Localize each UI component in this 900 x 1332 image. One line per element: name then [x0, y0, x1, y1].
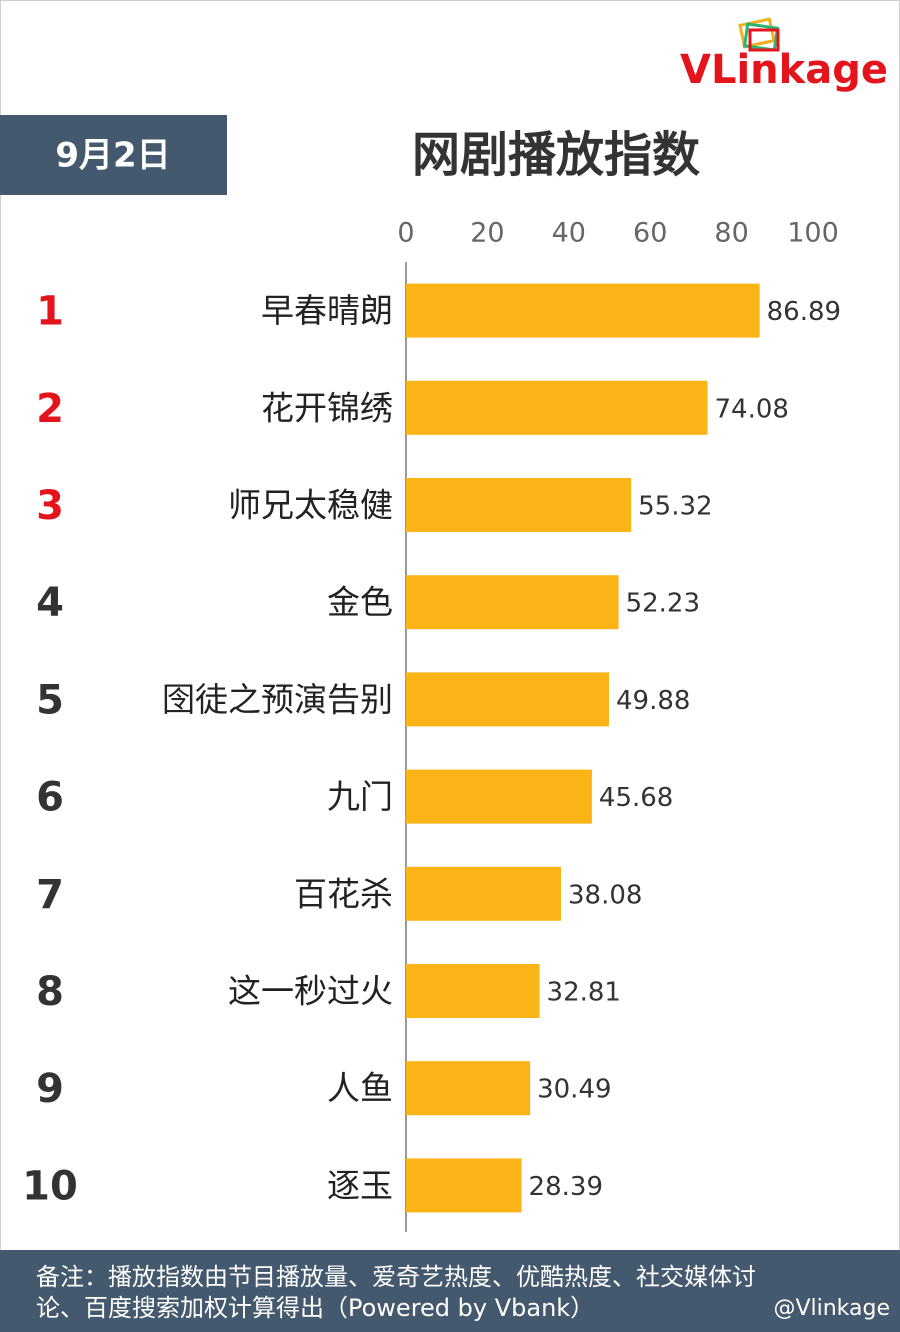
- rank: 2: [36, 386, 64, 432]
- y-tick-label: 囹徒之预演告别: [162, 680, 393, 719]
- x-tick-label: 0: [397, 218, 414, 249]
- value-label: 74.08: [715, 394, 789, 424]
- value-label: 55.32: [638, 492, 712, 522]
- watermark: @Vlinkage: [773, 1296, 890, 1321]
- rank: 5: [36, 677, 64, 723]
- rank: 10: [22, 1163, 78, 1209]
- x-tick-label: 100: [787, 218, 839, 249]
- value-label: 52.23: [626, 589, 700, 619]
- y-tick-label: 早春晴朗: [261, 291, 393, 330]
- bar: [406, 478, 632, 532]
- footer: [0, 1250, 900, 1332]
- bar: [406, 380, 708, 435]
- date-box: [0, 115, 227, 195]
- note: 论、百度搜索加权计算得出（Powered by Vbank）: [36, 1294, 594, 1322]
- bar: [406, 1061, 531, 1116]
- bar: [406, 964, 540, 1018]
- value-label: 38.08: [568, 880, 642, 910]
- rank: 6: [36, 775, 64, 821]
- y-tick-label: 九门: [327, 777, 393, 816]
- y-tick-label: 金色: [327, 583, 393, 622]
- rank: 4: [36, 580, 64, 626]
- rank: 3: [36, 483, 64, 529]
- y-tick-label: 这一秒过火: [228, 972, 393, 1011]
- value-label: 86.89: [767, 297, 841, 327]
- value-label: 32.81: [547, 978, 621, 1008]
- value-label: 49.88: [616, 686, 690, 716]
- y-tick-label: 逐玉: [327, 1166, 393, 1205]
- bar: [406, 866, 561, 921]
- bar: [406, 283, 760, 338]
- value-label: 30.49: [537, 1075, 611, 1105]
- rank: 9: [36, 1066, 64, 1112]
- y-tick-label: 百花杀: [294, 874, 393, 913]
- y-tick-label: 花开锦绣: [261, 388, 393, 427]
- bar: [406, 769, 592, 824]
- x-tick-label: 60: [633, 218, 667, 249]
- x-tick-label: 40: [552, 218, 586, 249]
- bar: [406, 575, 619, 630]
- logo: VLinkage: [680, 47, 888, 93]
- y-tick-label: 人鱼: [327, 1069, 393, 1108]
- logo-icon: [738, 17, 780, 52]
- note: 备注：播放指数由节目播放量、爱奇艺热度、优酷热度、社交媒体讨: [36, 1263, 756, 1291]
- bar: [406, 672, 610, 727]
- chart-title: 网剧播放指数: [412, 127, 700, 183]
- bar: [406, 1158, 522, 1213]
- rank: 8: [36, 969, 64, 1015]
- date: 9月2日: [55, 136, 170, 176]
- value-label: 28.39: [529, 1172, 603, 1202]
- value-label: 45.68: [599, 783, 673, 813]
- y-tick-label: 师兄太稳健: [228, 486, 393, 525]
- x-tick-label: 20: [470, 218, 504, 249]
- x-tick-label: 80: [714, 218, 748, 249]
- rank: 1: [36, 289, 64, 335]
- rank: 7: [36, 872, 64, 918]
